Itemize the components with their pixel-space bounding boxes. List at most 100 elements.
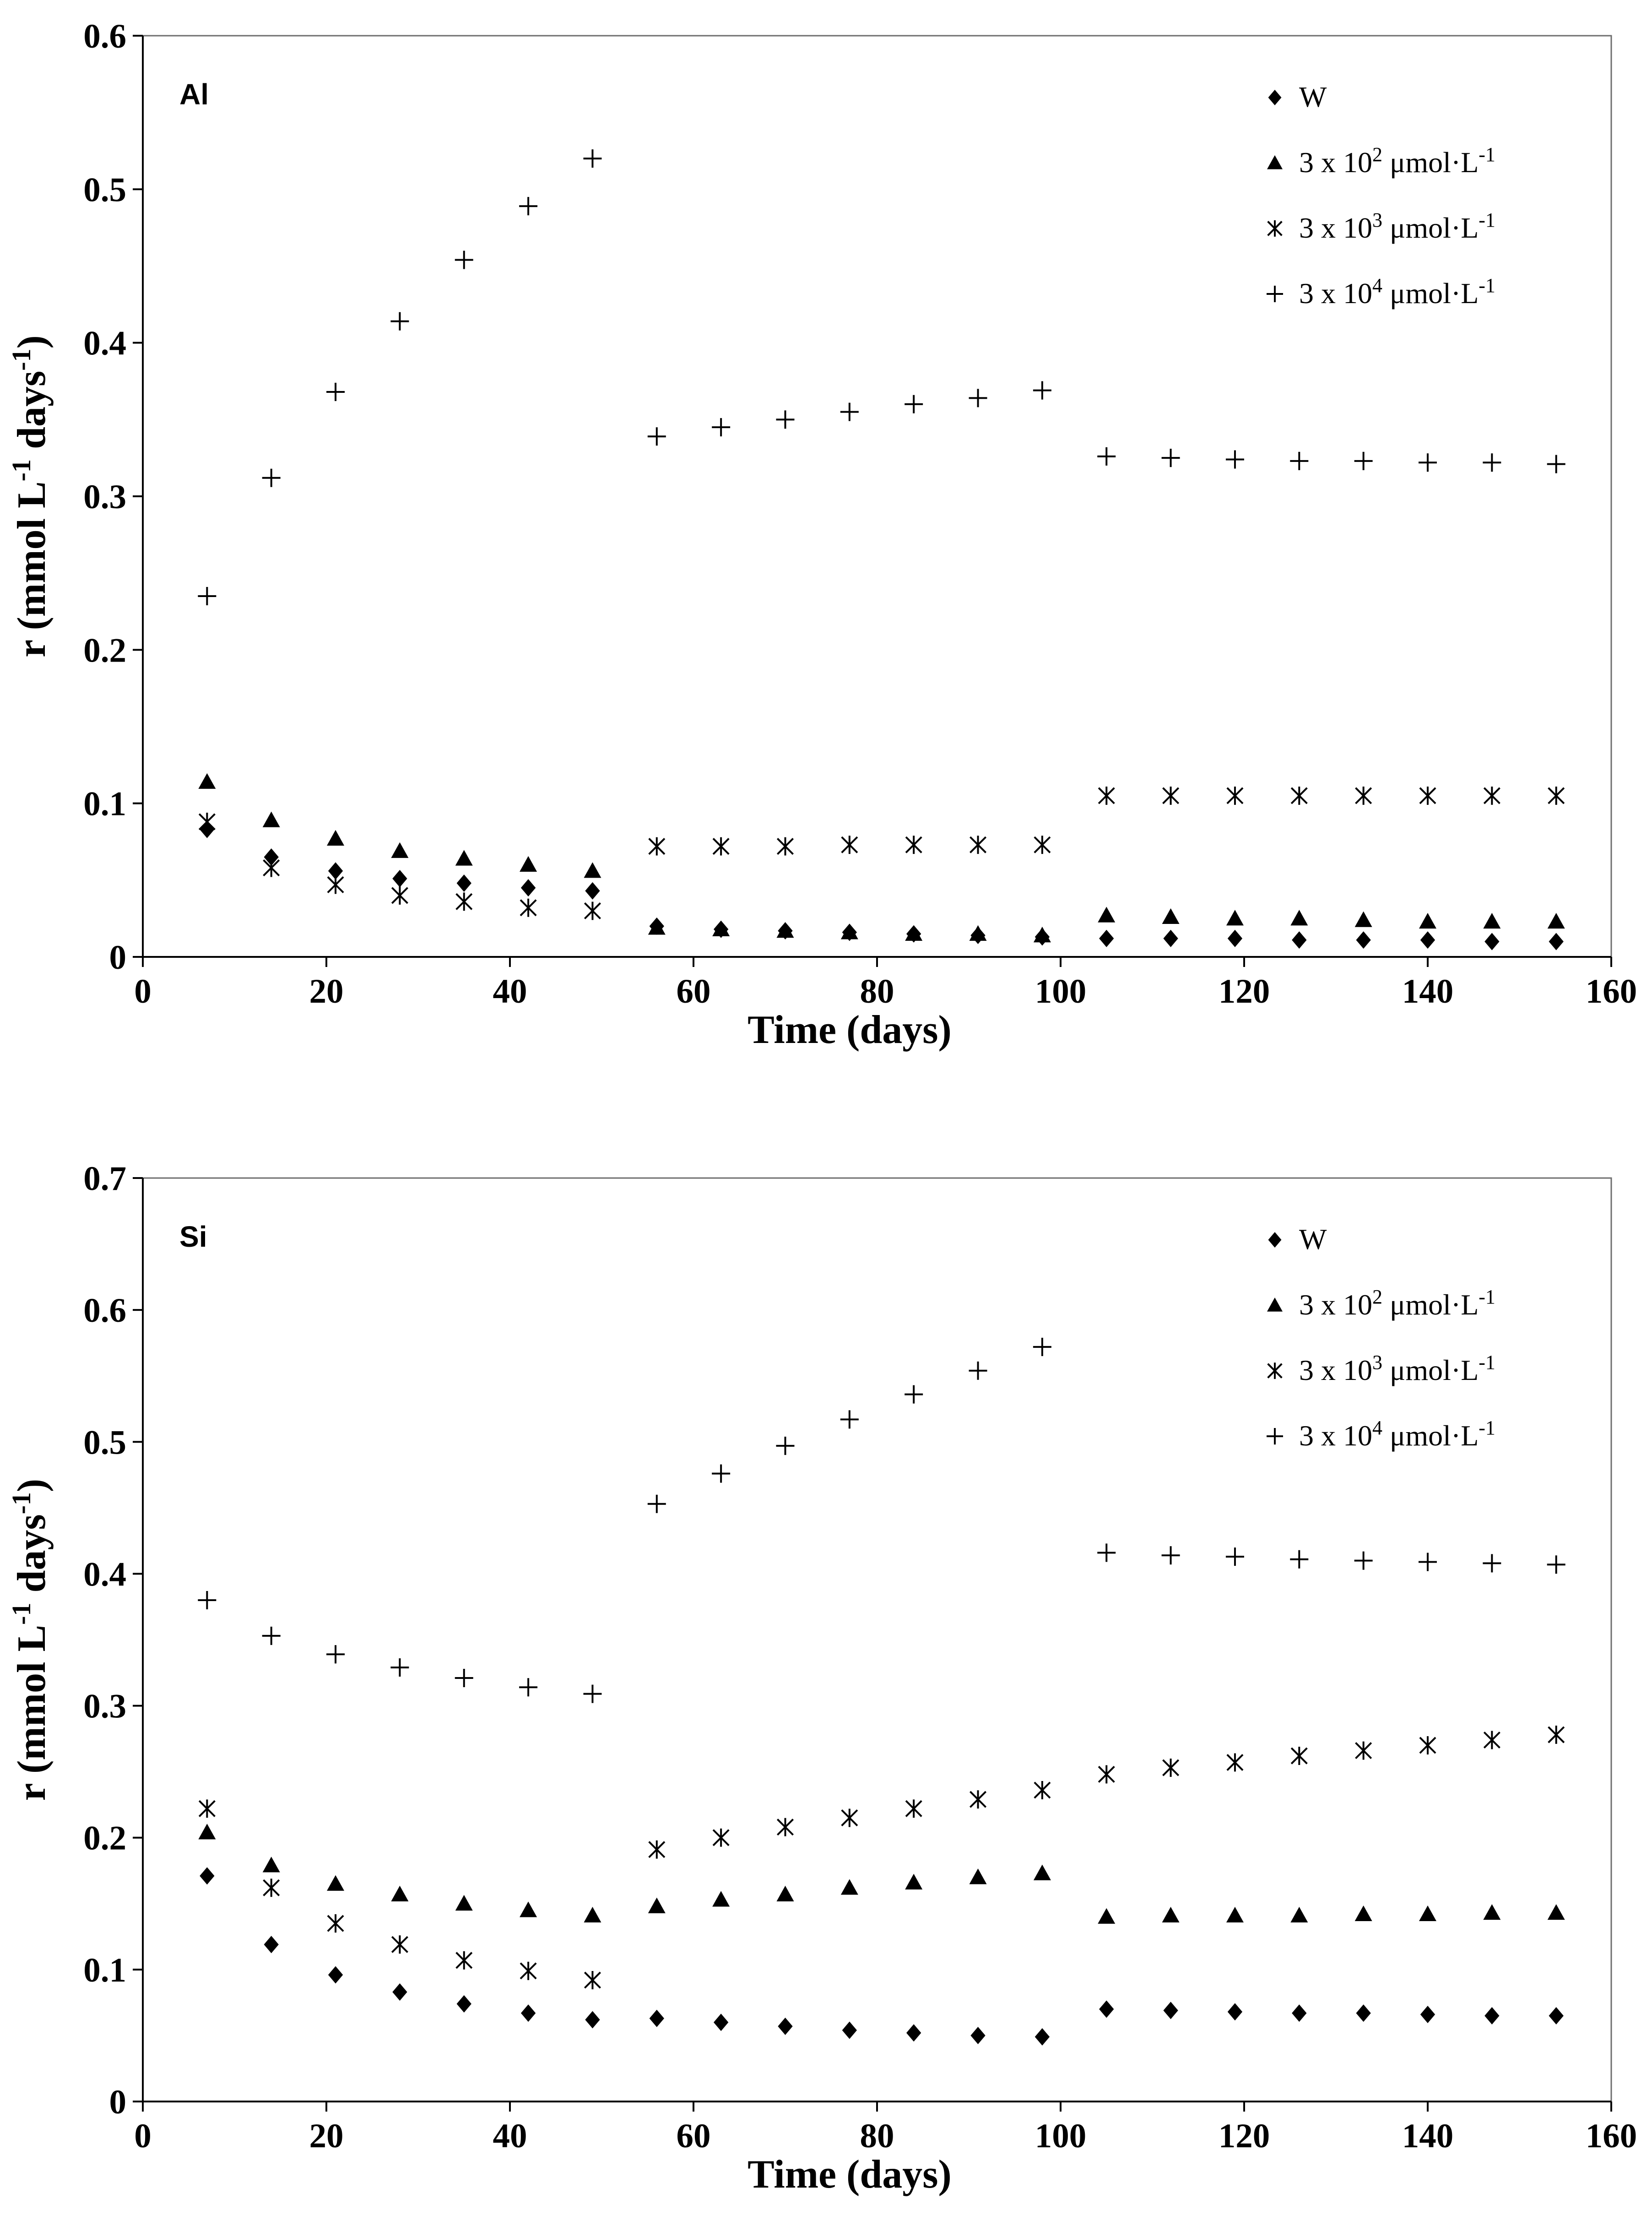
data-point-plus — [1547, 455, 1565, 473]
data-point-diamond — [520, 2004, 536, 2022]
data-point-asterisk — [712, 1828, 730, 1847]
data-point-diamond — [585, 882, 600, 900]
x-tick-label: 0 — [134, 972, 152, 1010]
data-point-diamond — [200, 1867, 215, 1885]
legend-label: 3 x 103 μmol·L-1 — [1299, 209, 1495, 244]
data-point-triangle — [584, 862, 601, 878]
data-point-asterisk — [776, 837, 794, 856]
data-point-plus — [1161, 449, 1180, 467]
data-point-diamond — [970, 2026, 986, 2044]
data-point-asterisk — [327, 875, 344, 894]
y-tick-label: 0 — [109, 939, 127, 977]
data-point-asterisk — [905, 1799, 922, 1818]
data-point-plus — [1354, 1551, 1373, 1570]
y-tick-label: 0.1 — [83, 785, 126, 823]
x-tick-label: 0 — [134, 2117, 152, 2155]
x-tick-label: 80 — [860, 972, 894, 1010]
data-point-plus — [1097, 447, 1116, 466]
legend-label: 3 x 104 μmol·L-1 — [1299, 1417, 1495, 1452]
panel-label: Si — [179, 1220, 207, 1253]
x-tick-label: 40 — [493, 2117, 527, 2155]
data-point-plus — [905, 1385, 923, 1404]
data-point-asterisk — [263, 1879, 280, 1897]
data-point-triangle — [1354, 911, 1372, 927]
y-tick-label: 0.4 — [83, 325, 126, 363]
data-point-triangle — [1419, 912, 1436, 929]
data-point-triangle — [1483, 912, 1501, 929]
data-point-asterisk — [391, 886, 408, 905]
data-point-triangle — [1290, 910, 1308, 926]
data-point-asterisk — [1483, 1731, 1500, 1749]
y-tick-label: 0.7 — [83, 1160, 126, 1198]
data-point-diamond — [1356, 931, 1371, 949]
data-point-diamond — [649, 2009, 664, 2027]
data-point-diamond — [1163, 929, 1178, 947]
series-2 — [198, 1726, 1565, 1989]
data-point-asterisk — [198, 812, 216, 831]
data-point-asterisk — [1226, 1753, 1244, 1772]
data-point-plus — [198, 586, 217, 605]
data-point-triangle — [584, 1906, 601, 1922]
data-point-triangle — [1547, 912, 1565, 929]
x-tick-label: 160 — [1586, 972, 1637, 1010]
data-point-diamond — [714, 2014, 729, 2031]
data-point-triangle — [905, 1873, 923, 1890]
data-point-diamond — [264, 1936, 279, 1954]
y-axis-title: r (mmol L-1 days-1) — [6, 1479, 54, 1801]
legend-marker-diamond — [1268, 1232, 1282, 1248]
data-point-asterisk — [970, 836, 987, 854]
legend-label: W — [1299, 1223, 1327, 1255]
legend: W 3 x 102 μmol·L-1 3 x 103 μmol·L-1 3 x 104… — [1267, 1223, 1495, 1452]
series-1 — [198, 773, 1565, 943]
data-point-asterisk — [1034, 1781, 1051, 1799]
data-point-plus — [712, 1464, 731, 1483]
legend-marker-plus — [1267, 286, 1283, 302]
data-point-triangle — [840, 1879, 858, 1895]
data-point-asterisk — [1162, 1759, 1180, 1777]
data-point-asterisk — [1162, 786, 1180, 805]
legend: W 3 x 102 μmol·L-1 3 x 103 μmol·L-1 3 x 104… — [1267, 81, 1495, 310]
x-axis-title: Time (days) — [747, 2152, 952, 2197]
data-point-asterisk — [712, 837, 730, 856]
data-point-diamond — [906, 2024, 921, 2042]
data-point-plus — [1483, 1554, 1501, 1573]
data-point-diamond — [1163, 2002, 1178, 2020]
data-point-asterisk — [1098, 1765, 1115, 1784]
data-point-plus — [1033, 381, 1051, 400]
x-tick-label: 80 — [860, 2117, 894, 2155]
data-point-plus — [1419, 453, 1437, 472]
legend-marker-triangle — [1267, 155, 1283, 169]
data-point-plus — [1161, 1546, 1180, 1565]
x-tick-label: 160 — [1586, 2117, 1637, 2155]
y-tick-label: 0.2 — [83, 631, 126, 669]
data-point-plus — [1290, 1550, 1309, 1569]
data-point-asterisk — [584, 901, 601, 920]
data-point-diamond — [456, 1995, 471, 2013]
data-point-triangle — [198, 1824, 216, 1840]
series-0 — [200, 1867, 1564, 2046]
data-point-plus — [776, 1436, 795, 1455]
data-point-diamond — [1227, 2003, 1243, 2021]
data-point-triangle — [391, 842, 409, 858]
data-point-asterisk — [1355, 786, 1372, 805]
x-tick-label: 140 — [1402, 2117, 1454, 2155]
x-axis-title: Time (days) — [747, 1008, 952, 1052]
data-point-diamond — [264, 848, 279, 866]
data-point-triangle — [969, 925, 987, 941]
data-point-triangle — [648, 919, 666, 935]
x-tick-label: 20 — [309, 2117, 344, 2155]
data-point-triangle — [1162, 908, 1180, 924]
legend-label: 3 x 102 μmol·L-1 — [1299, 1286, 1495, 1321]
data-point-asterisk — [263, 858, 280, 877]
data-point-asterisk — [455, 892, 473, 911]
data-point-diamond — [778, 2017, 793, 2035]
data-point-triangle — [776, 922, 794, 938]
legend-label: 3 x 104 μmol·L-1 — [1299, 274, 1495, 310]
data-point-plus — [1225, 450, 1244, 469]
x-tick-label: 120 — [1219, 2117, 1270, 2155]
data-point-diamond — [1099, 929, 1114, 947]
data-point-asterisk — [584, 1971, 601, 1989]
data-point-asterisk — [970, 1790, 987, 1809]
data-point-asterisk — [1226, 786, 1244, 805]
